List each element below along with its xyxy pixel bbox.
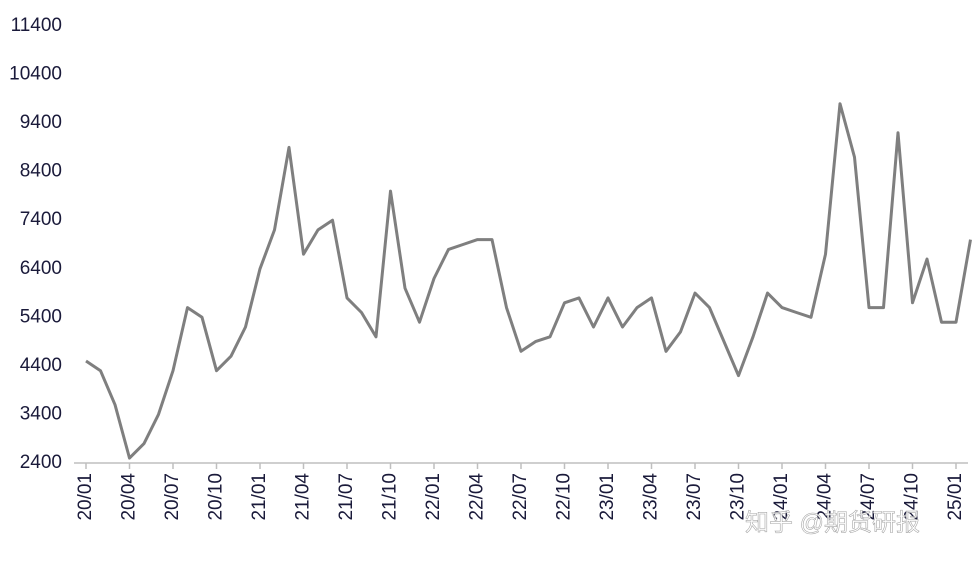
y-tick-label: 8400 bbox=[20, 161, 62, 182]
x-tick-label: 24/04 bbox=[815, 473, 836, 521]
y-tick-label: 6400 bbox=[20, 258, 62, 279]
line bbox=[85, 102, 972, 460]
watermark: 知乎 @期货研报 bbox=[745, 509, 920, 536]
x-tick-label: 21/01 bbox=[249, 473, 270, 521]
x-tick-label: 20/04 bbox=[119, 473, 140, 521]
x-tick-label: 24/07 bbox=[858, 473, 879, 521]
x-tick-label: 20/01 bbox=[75, 473, 96, 521]
y-tick-label: 7400 bbox=[20, 209, 62, 230]
x-tick-label: 22/01 bbox=[423, 473, 444, 521]
x-tick-label: 21/10 bbox=[380, 473, 401, 521]
x-tick-label: 21/07 bbox=[336, 473, 357, 521]
y-tick-label: 4400 bbox=[20, 355, 62, 376]
x-tick-label: 20/10 bbox=[206, 473, 227, 521]
x-tick-label: 25/01 bbox=[945, 473, 966, 521]
y-tick-label: 3400 bbox=[20, 403, 62, 424]
x-tick-label: 20/07 bbox=[162, 473, 183, 521]
y-tick-label: 2400 bbox=[20, 452, 62, 473]
x-tick-label: 22/07 bbox=[510, 473, 531, 521]
x-tick-label: 23/01 bbox=[597, 473, 618, 521]
x-tick-label: 23/10 bbox=[728, 473, 749, 521]
x-tick-label: 24/01 bbox=[771, 473, 792, 521]
y-tick-label: 11400 bbox=[11, 15, 62, 36]
x-tick-label: 24/10 bbox=[902, 473, 923, 521]
y-tick-label: 10400 bbox=[9, 64, 62, 85]
x-tick-label: 23/04 bbox=[641, 473, 662, 521]
x-tick-label: 23/07 bbox=[684, 473, 705, 521]
x-tick-label: 22/04 bbox=[467, 473, 488, 521]
y-tick-label: 9400 bbox=[20, 112, 62, 133]
x-tick-label: 22/10 bbox=[554, 473, 575, 521]
y-tick-label: 5400 bbox=[20, 306, 62, 327]
x-tick-label: 21/04 bbox=[293, 473, 314, 521]
